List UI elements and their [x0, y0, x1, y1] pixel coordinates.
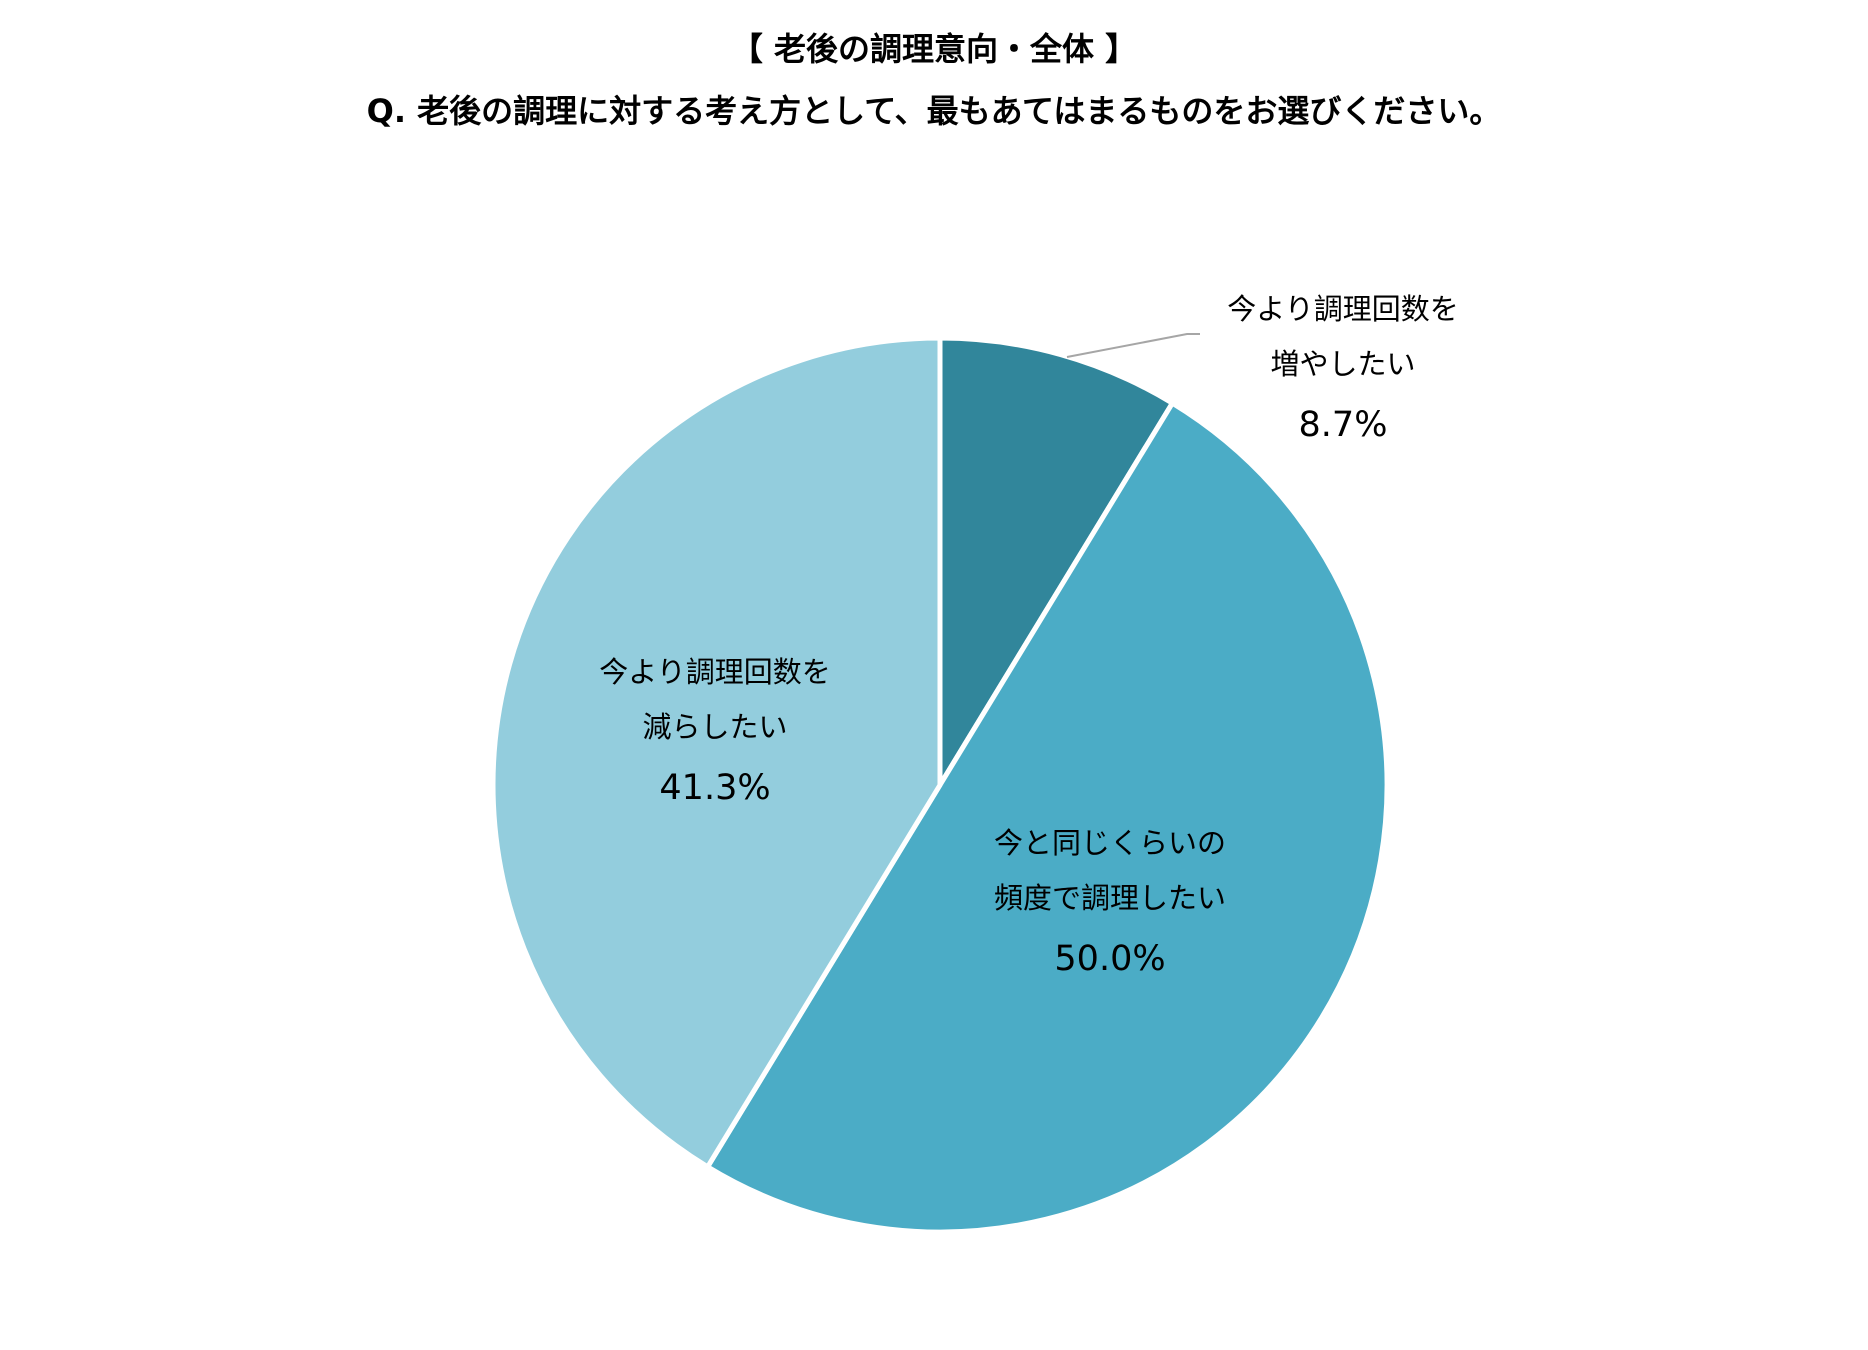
leader-line [1066, 333, 1200, 358]
slice-percent: 8.7% [1299, 405, 1388, 445]
slice-label-line: 減らしたい [642, 710, 787, 744]
pie-slice-same [705, 400, 1391, 1235]
chart-title: 【 老後の調理意向・全体 】 [730, 30, 1138, 68]
slice-label-line: 今と同じくらいの [994, 826, 1226, 860]
slice-label-line: 増やしたい [1270, 347, 1415, 381]
pie-slice-decrease [490, 335, 943, 1170]
slice-label-line: 頻度で調理したい [994, 881, 1226, 915]
slice-percent: 41.3% [659, 768, 770, 808]
question-text: Q. 老後の調理に対する考え方として、最もあてはまるものをお選びください。 [366, 92, 1502, 130]
pie-slice-increase [937, 335, 1175, 788]
slice-percent: 50.0% [1054, 939, 1165, 979]
slice-label-line: 今より調理回数を [1227, 292, 1458, 326]
slice-label-line: 今より調理回数を [599, 655, 830, 689]
